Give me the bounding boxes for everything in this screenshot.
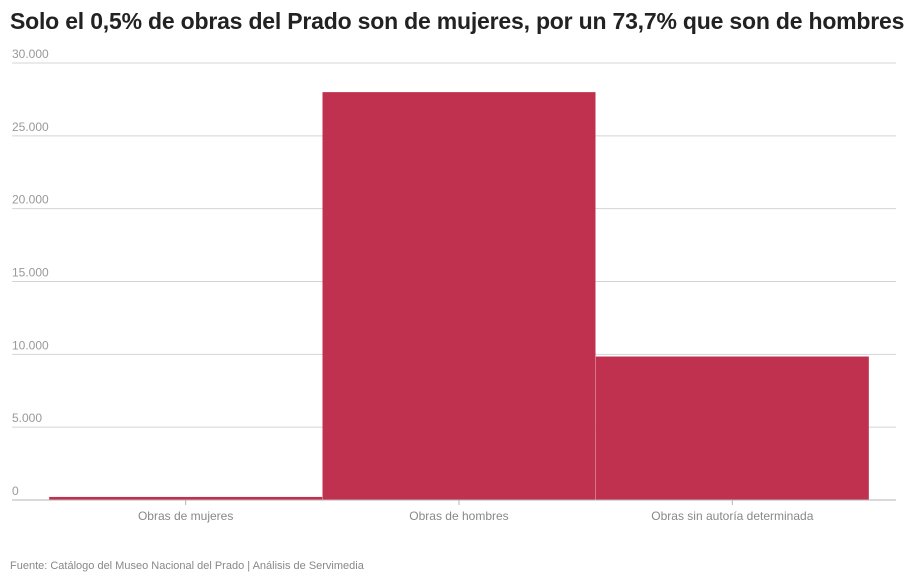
bar	[49, 496, 323, 500]
x-tick-label: Obras de hombres	[409, 509, 508, 523]
bar	[322, 92, 596, 500]
y-tick-label: 5.000	[12, 411, 42, 425]
x-tick-label: Obras sin autoría determinada	[651, 509, 813, 523]
y-tick-label: 15.000	[12, 266, 49, 280]
y-tick-label: 10.000	[12, 338, 49, 352]
x-tick-label: Obras de mujeres	[138, 509, 233, 523]
chart-title: Solo el 0,5% de obras del Prado son de m…	[10, 8, 905, 34]
y-tick-label: 0	[12, 484, 19, 498]
source-note: Fuente: Catálogo del Museo Nacional del …	[10, 560, 364, 572]
y-tick-label: 20.000	[12, 193, 49, 207]
bars	[49, 92, 869, 500]
y-tick-label: 30.000	[12, 47, 49, 61]
x-axis: Obras de mujeres Obras de hombres Obras si…	[12, 499, 896, 523]
bar	[595, 356, 869, 500]
y-tick-label: 25.000	[12, 120, 49, 134]
gridlines: 0 5.000 10.000 15.000 20.000 25.000 30.000	[12, 47, 896, 498]
